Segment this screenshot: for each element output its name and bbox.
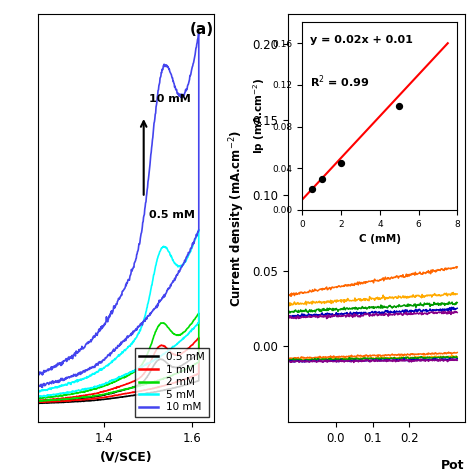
Line: 0.5 mM: 0.5 mM — [38, 353, 199, 403]
5 mM — [80, 386, 85, 392]
Text: 10 mM: 10 mM — [149, 94, 191, 104]
1 mM — [35, 399, 41, 405]
Text: (a): (a) — [190, 22, 214, 37]
10 mM — [161, 292, 167, 298]
2 mM — [55, 393, 61, 399]
10 mM — [55, 360, 61, 366]
10 mM — [196, 30, 201, 36]
5 mM — [35, 389, 41, 394]
0.5 mM — [161, 387, 167, 393]
2 mM — [35, 398, 41, 404]
10 mM — [112, 347, 118, 353]
5 mM — [112, 376, 118, 382]
X-axis label: (V/SCE): (V/SCE) — [100, 450, 152, 463]
0.5 mM — [112, 395, 118, 401]
10 mM — [35, 371, 41, 377]
10 mM — [170, 279, 175, 285]
0.5 mM — [35, 399, 41, 405]
10 mM — [80, 370, 85, 376]
5 mM — [55, 385, 61, 391]
0.5 mM — [196, 350, 201, 356]
2 mM — [80, 394, 85, 400]
10 mM — [35, 383, 41, 389]
2 mM — [196, 310, 201, 316]
Line: 5 mM: 5 mM — [38, 229, 199, 397]
Line: 1 mM: 1 mM — [38, 337, 199, 402]
0.5 mM — [35, 401, 41, 406]
5 mM — [36, 394, 42, 400]
Text: 0.5 mM: 0.5 mM — [149, 210, 195, 220]
0.5 mM — [152, 389, 157, 395]
1 mM — [36, 400, 41, 405]
10 mM — [152, 306, 157, 311]
Line: 10 mM: 10 mM — [38, 33, 199, 387]
5 mM — [152, 357, 157, 363]
1 mM — [161, 383, 167, 389]
0.5 mM — [36, 401, 42, 406]
5 mM — [196, 227, 201, 232]
Y-axis label: Current density (mA.cm$^{-2}$): Current density (mA.cm$^{-2}$) — [228, 129, 247, 307]
1 mM — [55, 396, 61, 402]
Text: Pot: Pot — [441, 458, 465, 472]
Legend: 0.5 mM, 1 mM, 2 mM, 5 mM, 10 mM: 0.5 mM, 1 mM, 2 mM, 5 mM, 10 mM — [135, 348, 209, 417]
1 mM — [196, 335, 201, 340]
1 mM — [152, 385, 157, 391]
2 mM — [170, 373, 175, 378]
1 mM — [80, 397, 85, 402]
0.5 mM — [80, 398, 85, 404]
Line: 2 mM: 2 mM — [38, 313, 199, 401]
1 mM — [112, 392, 118, 398]
1 mM — [35, 397, 41, 403]
1 mM — [170, 380, 175, 386]
2 mM — [112, 389, 118, 394]
2 mM — [35, 395, 41, 401]
5 mM — [35, 393, 41, 399]
2 mM — [152, 378, 157, 384]
5 mM — [161, 351, 167, 357]
10 mM — [39, 384, 45, 390]
0.5 mM — [55, 398, 61, 404]
2 mM — [161, 375, 167, 381]
2 mM — [39, 399, 45, 404]
0.5 mM — [170, 385, 175, 391]
5 mM — [170, 344, 175, 350]
